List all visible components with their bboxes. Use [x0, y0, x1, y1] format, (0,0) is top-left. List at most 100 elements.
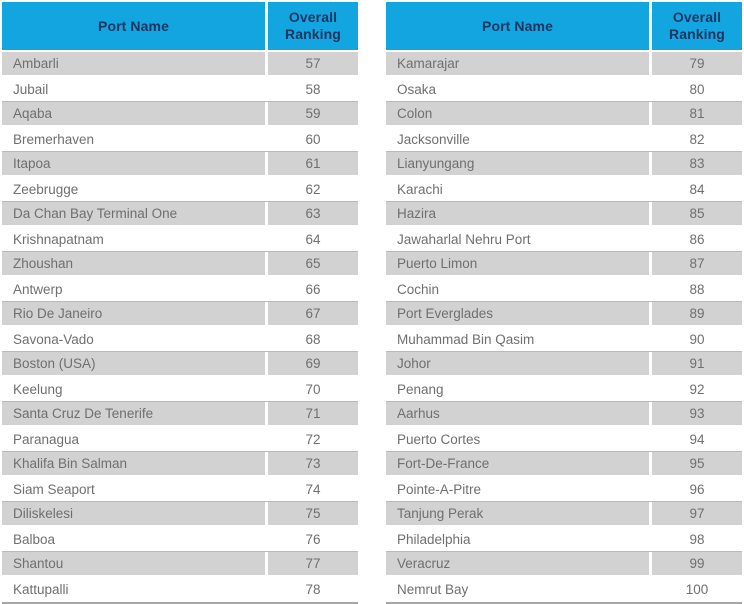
overall-ranking-cell: 81 [649, 102, 742, 125]
table-row: Port Everglades 89 [386, 302, 742, 327]
table-row: Zeebrugge 62 [2, 177, 358, 202]
port-name-cell: Philadelphia [397, 531, 471, 547]
overall-ranking-cell: 76 [265, 527, 358, 551]
port-name-cell: Bremerhaven [13, 131, 95, 147]
overall-ranking-cell: 91 [649, 352, 742, 375]
port-name-cell: Krishnapatnam [13, 231, 104, 247]
port-name-cell: Tanjung Perak [397, 506, 484, 521]
table-body: Ambarli 57 Jubail 58 Aqaba 59 Bremerhave… [2, 52, 358, 604]
overall-ranking-cell: 83 [649, 152, 742, 175]
table-row: Da Chan Bay Terminal One 63 [2, 202, 358, 227]
overall-ranking-cell: 100 [649, 577, 742, 602]
overall-ranking-cell: 94 [649, 427, 742, 451]
port-name-cell: Boston (USA) [13, 356, 96, 371]
overall-ranking-cell: 88 [649, 277, 742, 301]
port-ranking-table-2: Port Name Overall Ranking Kamarajar 79 O… [386, 2, 742, 604]
overall-ranking-cell: 72 [265, 427, 358, 451]
port-name-cell: Zhoushan [13, 256, 74, 271]
port-name-cell: Kattupalli [13, 582, 69, 597]
port-name-cell: Fort-De-France [397, 456, 490, 471]
port-name-cell: Puerto Limon [397, 256, 478, 271]
port-name-cell: Port Everglades [397, 306, 494, 321]
overall-ranking-cell: 77 [265, 552, 358, 575]
table-row: Jubail 58 [2, 77, 358, 102]
port-name-cell: Puerto Cortes [397, 431, 481, 447]
overall-ranking-cell: 93 [649, 402, 742, 425]
table-row: Savona-Vado 68 [2, 327, 358, 352]
port-name-cell: Colon [397, 106, 433, 121]
overall-ranking-cell: 68 [265, 327, 358, 351]
table-row: Bremerhaven 60 [2, 127, 358, 152]
table-row: Zhoushan 65 [2, 252, 358, 277]
overall-ranking-cell: 71 [265, 402, 358, 425]
port-name-cell: Cochin [397, 281, 440, 297]
port-name-cell: Ambarli [13, 56, 59, 71]
overall-ranking-cell: 80 [649, 77, 742, 101]
overall-ranking-cell: 58 [265, 77, 358, 101]
overall-ranking-cell: 64 [265, 227, 358, 251]
port-name-column-header: Port Name [482, 17, 553, 34]
port-name-cell: Khalifa Bin Salman [13, 456, 128, 471]
port-name-cell: Osaka [397, 81, 437, 97]
port-name-cell: Aqaba [13, 106, 53, 121]
overall-ranking-cell: 59 [265, 102, 358, 125]
port-name-cell: Paranagua [13, 431, 80, 447]
port-name-cell: Nemrut Bay [397, 582, 469, 597]
port-name-cell: Kamarajar [397, 56, 460, 71]
table-row: Jawaharlal Nehru Port 86 [386, 227, 742, 252]
overall-ranking-cell: 57 [265, 52, 358, 75]
table-row: Siam Seaport 74 [2, 477, 358, 502]
overall-ranking-cell: 79 [649, 52, 742, 75]
table-row: Paranagua 72 [2, 427, 358, 452]
overall-ranking-cell: 84 [649, 177, 742, 201]
table-row: Keelung 70 [2, 377, 358, 402]
table-row: Colon 81 [386, 102, 742, 127]
table-row: Puerto Cortes 94 [386, 427, 742, 452]
port-name-cell: Zeebrugge [13, 181, 79, 197]
port-name-cell: Siam Seaport [13, 481, 95, 497]
port-name-cell: Antwerp [13, 281, 63, 297]
port-name-cell: Penang [397, 381, 444, 397]
table-row: Karachi 84 [386, 177, 742, 202]
port-name-cell: Jubail [13, 81, 49, 97]
overall-ranking-cell: 78 [265, 577, 358, 602]
port-name-cell: Veracruz [397, 556, 451, 571]
port-name-cell: Pointe-A-Pitre [397, 481, 482, 497]
overall-ranking-cell: 60 [265, 127, 358, 151]
overall-ranking-cell: 89 [649, 302, 742, 325]
table-row: Kattupalli 78 [2, 577, 358, 602]
overall-ranking-cell: 98 [649, 527, 742, 551]
table-row: Boston (USA) 69 [2, 352, 358, 377]
table-row: Ambarli 57 [2, 52, 358, 77]
table-row: Antwerp 66 [2, 277, 358, 302]
table-row: Shantou 77 [2, 552, 358, 577]
overall-ranking-cell: 66 [265, 277, 358, 301]
port-name-cell: Keelung [13, 381, 63, 397]
port-name-cell: Hazira [397, 206, 437, 221]
overall-ranking-cell: 99 [649, 552, 742, 575]
overall-ranking-cell: 97 [649, 502, 742, 525]
table-row: Kamarajar 79 [386, 52, 742, 77]
overall-ranking-cell: 75 [265, 502, 358, 525]
table-row: Tanjung Perak 97 [386, 502, 742, 527]
port-name-cell: Da Chan Bay Terminal One [13, 206, 178, 221]
port-name-cell: Jacksonville [397, 131, 470, 147]
overall-ranking-cell: 74 [265, 477, 358, 501]
overall-ranking-cell: 63 [265, 202, 358, 225]
table-row: Philadelphia 98 [386, 527, 742, 552]
port-ranking-table-1: Port Name Overall Ranking Ambarli 57 Jub… [2, 2, 358, 604]
port-name-cell: Rio De Janeiro [13, 306, 103, 321]
table-row: Nemrut Bay 100 [386, 577, 742, 602]
port-name-cell: Karachi [397, 181, 443, 197]
overall-ranking-cell: 90 [649, 327, 742, 351]
overall-ranking-column-header: Overall Ranking [265, 2, 358, 50]
overall-ranking-cell: 82 [649, 127, 742, 151]
port-name-cell: Jawaharlal Nehru Port [397, 231, 531, 247]
overall-ranking-cell: 87 [649, 252, 742, 275]
table-row: Osaka 80 [386, 77, 742, 102]
table-body: Kamarajar 79 Osaka 80 Colon 81 Jacksonvi… [386, 52, 742, 604]
overall-ranking-cell: 67 [265, 302, 358, 325]
table-row: Jacksonville 82 [386, 127, 742, 152]
table-row: Fort-De-France 95 [386, 452, 742, 477]
